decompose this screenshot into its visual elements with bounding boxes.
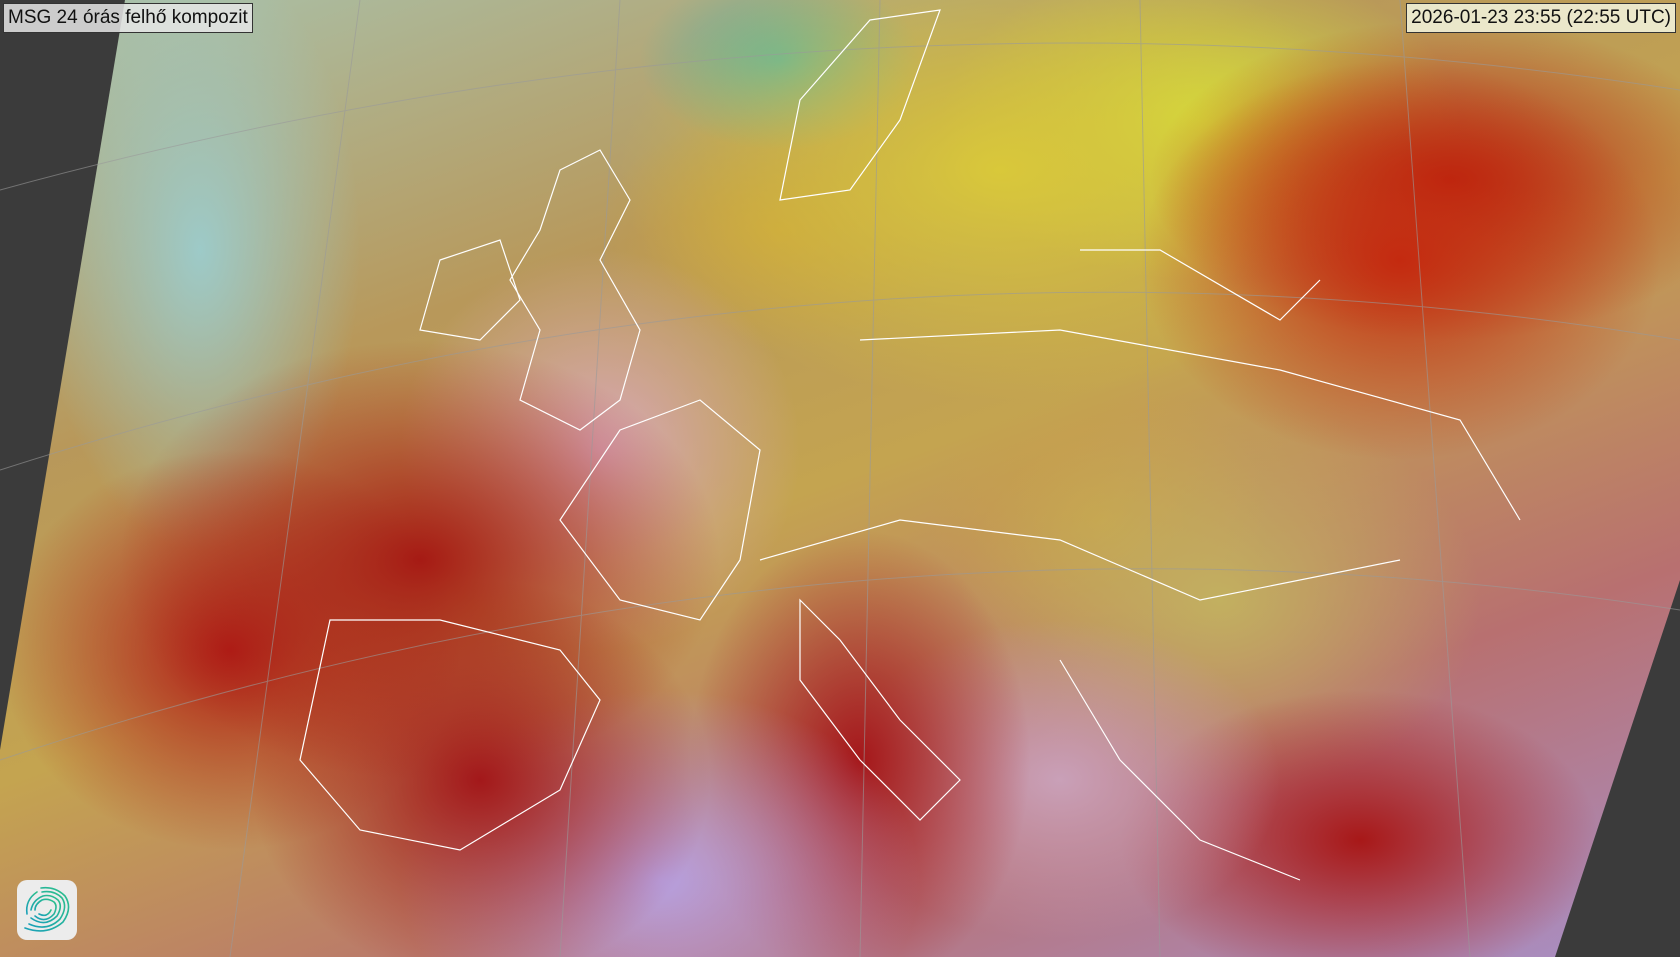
swirl-logo-icon [17, 880, 77, 940]
timestamp-label: 2026-01-23 23:55 (22:55 UTC) [1406, 3, 1676, 33]
country-borders [299, 9, 1521, 881]
map-title: MSG 24 órás felhő kompozit [3, 3, 253, 33]
